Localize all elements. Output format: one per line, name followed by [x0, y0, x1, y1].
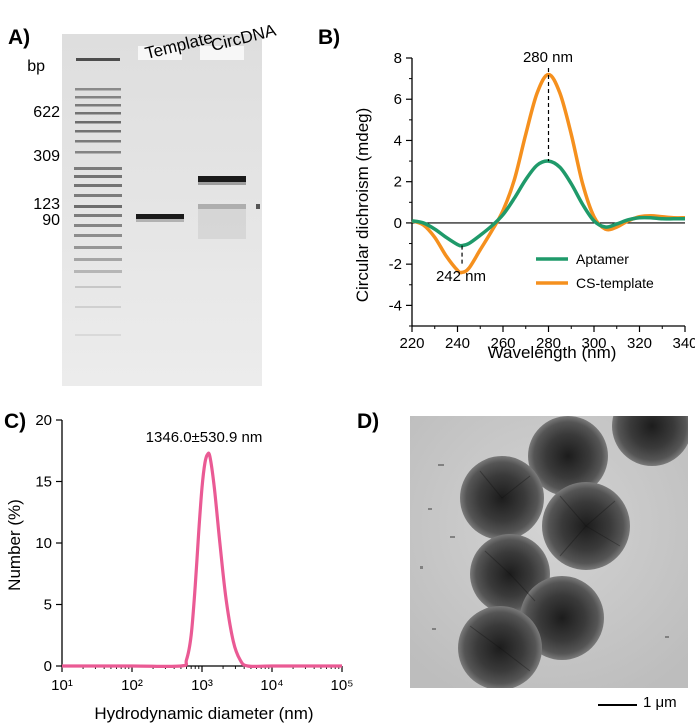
dls-x-axis-label: Hydrodynamic diameter (nm)	[94, 704, 313, 723]
cd-y-tick-label: 0	[394, 215, 402, 232]
scale-bar-label: 1 μm	[643, 694, 677, 711]
cd-x-tick-label: 240	[445, 335, 470, 352]
well-template	[138, 46, 182, 60]
dls-x-tick-label: 10⁴	[260, 677, 283, 694]
cd-y-axis-label: Circular dichroism (mdeg)	[353, 108, 372, 303]
dls-x-tick-label: 10¹	[51, 677, 73, 694]
panel-b-letter: B)	[318, 26, 341, 49]
bp-tick-90: 90	[42, 212, 60, 229]
tem-particle-group	[458, 416, 688, 688]
cd-y-tick-label: 8	[394, 50, 402, 67]
bp-tick-309: 309	[33, 148, 60, 165]
cd-x-tick-label: 320	[627, 335, 652, 352]
dls-y-tick-label: 5	[44, 597, 52, 614]
cd-y-tick-label: 6	[394, 91, 402, 108]
tem-spikes	[469, 470, 621, 672]
cd-y-tick-label: -2	[389, 256, 402, 273]
panel-c-letter: C)	[4, 410, 27, 433]
band-template	[136, 214, 184, 219]
cd-x-axis-label: Wavelength (nm)	[488, 343, 617, 362]
dls-y-tick-label: 15	[35, 474, 52, 491]
dls-chart: 0 5 10 15 20 10¹ 10² 10³ 10⁴ 10⁵ Number (%) Hydro…	[5, 412, 354, 723]
panel-a-letter: A)	[8, 26, 31, 49]
cd-legend: Aptamer CS-template	[536, 251, 654, 291]
cd-chart: -4 -2 0 2 4 6 8 220 240 260 280 300 320 340 Circular …	[353, 49, 695, 362]
gel-bands	[62, 34, 262, 386]
scale-bar	[598, 704, 637, 706]
gel-image	[62, 34, 262, 386]
cd-y-tick-label: 4	[394, 132, 402, 149]
cd-series-aptamer	[411, 159, 685, 248]
cd-x-tick-label: 280	[536, 335, 561, 352]
cd-x-tick-label: 260	[490, 335, 515, 352]
panel-d-letter: D)	[357, 410, 380, 433]
dls-size-distribution	[61, 451, 342, 669]
ladder-bands	[74, 58, 122, 336]
dls-y-axis-label: Number (%)	[5, 499, 24, 591]
dls-size-annotation: 1346.0±530.9 nm	[146, 429, 263, 446]
dls-y-tick-label: 10	[35, 535, 52, 552]
legend-label-aptamer: Aptamer	[576, 251, 629, 267]
cd-x-tick-label: 300	[581, 335, 606, 352]
cd-x-tick-label: 340	[672, 335, 695, 352]
tem-particles	[410, 416, 688, 688]
cd-y-tick-label: -4	[389, 297, 402, 314]
legend-label-cs-template: CS-template	[576, 275, 654, 291]
dls-y-tick-label: 20	[35, 412, 52, 429]
dls-x-tick-label: 10³	[191, 677, 213, 694]
cd-y-tick-label: 2	[394, 174, 402, 191]
dls-x-tick-label: 10²	[121, 677, 143, 694]
well-circdna	[200, 46, 244, 60]
bp-tick-622: 622	[33, 104, 60, 121]
band-circdna	[198, 176, 246, 182]
dls-x-tick-label: 10⁵	[331, 677, 354, 694]
cd-peak-label-280: 280 nm	[523, 49, 573, 66]
cd-x-tick-label: 220	[399, 335, 424, 352]
cd-trough-label-242: 242 nm	[436, 268, 486, 285]
tem-debris	[420, 464, 669, 638]
bp-header: bp	[27, 58, 45, 75]
bp-tick-123: 123	[33, 196, 60, 213]
tem-image	[410, 416, 688, 688]
dls-y-tick-label: 0	[44, 658, 52, 675]
